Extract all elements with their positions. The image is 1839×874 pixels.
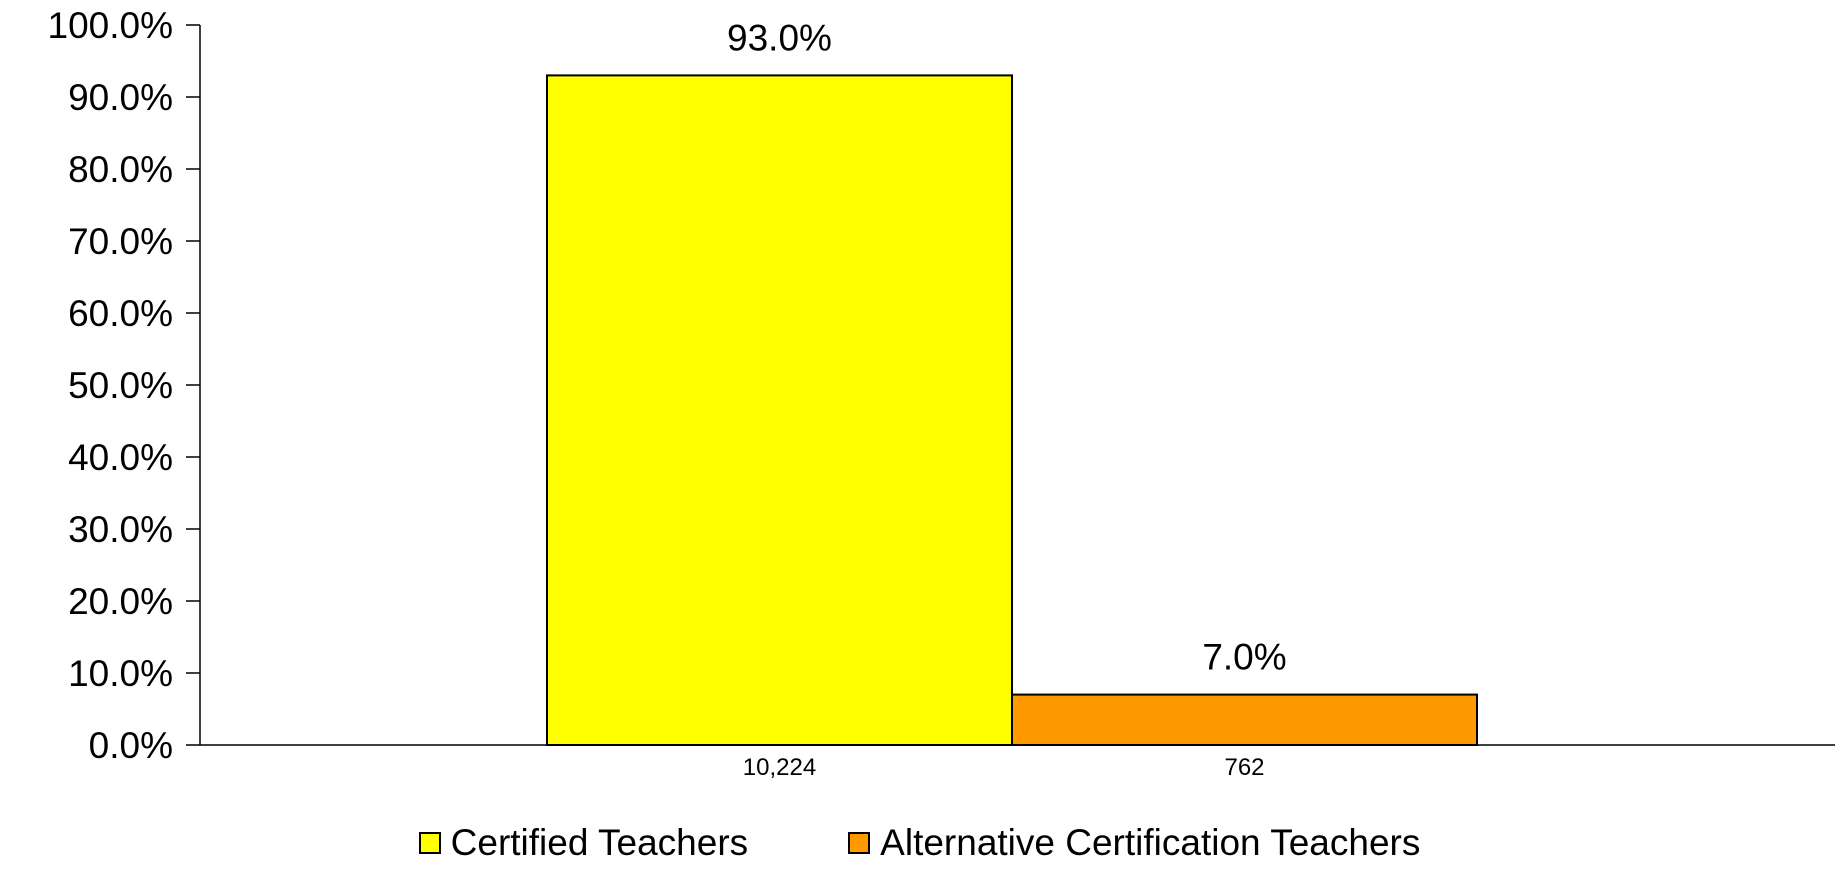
y-tick-label: 40.0% <box>68 437 173 478</box>
y-tick-label: 80.0% <box>68 149 173 190</box>
y-tick-label: 30.0% <box>68 509 173 550</box>
legend-item-certified: Certified Teachers <box>418 822 749 864</box>
bar-value-label: 7.0% <box>1202 637 1286 678</box>
x-axis-labels: 10,224 762 <box>743 754 1265 781</box>
y-axis-ticks: 0.0% 10.0% 20.0% 30.0% 40.0% 50.0% 60.0% 70.0% 8… <box>48 5 200 766</box>
bars-group: 93.0% 7.0% <box>546 17 1478 746</box>
chart-legend: Certified Teachers Alternative Certifica… <box>0 822 1839 864</box>
y-tick-label: 60.0% <box>68 293 173 334</box>
x-category-label: 10,224 <box>743 754 816 781</box>
bar-alternative <box>1011 693 1478 746</box>
y-tick-label: 90.0% <box>68 77 173 118</box>
y-tick-label: 10.0% <box>68 653 173 694</box>
legend-label-alternative: Alternative Certification Teachers <box>880 822 1421 863</box>
y-tick-label: 0.0% <box>89 725 173 766</box>
x-category-label: 762 <box>1224 754 1264 781</box>
y-tick-label: 100.0% <box>48 5 174 46</box>
legend-swatch-certified <box>418 832 441 854</box>
y-tick-label: 20.0% <box>68 581 173 622</box>
bar-certified <box>546 74 1013 746</box>
bar-value-label: 93.0% <box>727 17 832 58</box>
y-tick-label: 70.0% <box>68 221 173 262</box>
y-tick-label: 50.0% <box>68 365 173 406</box>
legend-swatch-alternative <box>848 832 871 854</box>
legend-label-certified: Certified Teachers <box>450 822 749 863</box>
legend-item-alternative: Alternative Certification Teachers <box>848 822 1420 864</box>
